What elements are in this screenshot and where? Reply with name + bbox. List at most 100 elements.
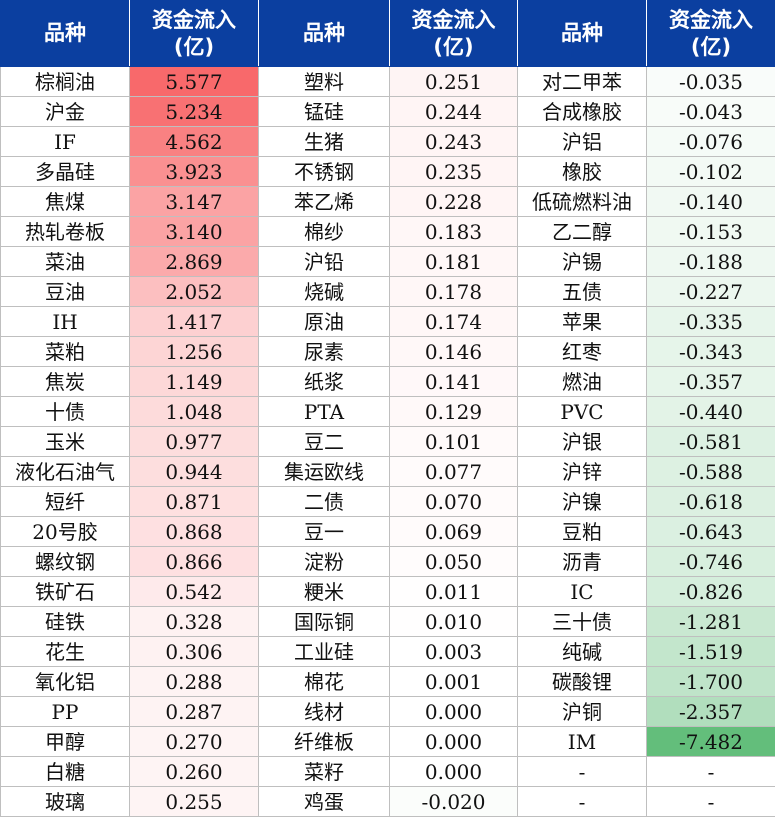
table-row: 沪金 5.234 锰硅 0.244 合成橡胶 -0.043 <box>0 96 775 127</box>
variety-cell: PTA <box>258 396 390 427</box>
fund-flow-value-cell: 0.251 <box>389 66 518 97</box>
variety-cell: 焦炭 <box>0 366 130 397</box>
variety-cell: 碳酸锂 <box>517 666 647 697</box>
variety-cell: 低硫燃料油 <box>517 186 647 217</box>
fund-flow-value-cell: 0.235 <box>389 156 518 187</box>
fund-flow-value-cell: 0.228 <box>389 186 518 217</box>
table-row: 铁矿石 0.542 粳米 0.011 IC -0.826 <box>0 576 775 607</box>
variety-cell: 白糖 <box>0 756 130 787</box>
fund-flow-value-cell: -2.357 <box>646 696 775 727</box>
variety-cell: 苹果 <box>517 306 647 337</box>
variety-cell: 锰硅 <box>258 96 390 127</box>
fund-flow-value-cell: 0.306 <box>129 636 259 667</box>
fund-flow-value-cell: 0.260 <box>129 756 259 787</box>
fund-flow-value-cell: 0.328 <box>129 606 259 637</box>
table-row: 菜粕 1.256 尿素 0.146 红枣 -0.343 <box>0 336 775 367</box>
fund-flow-value-cell: 0.287 <box>129 696 259 727</box>
fund-flow-value-cell: -7.482 <box>646 726 775 757</box>
variety-cell: 沪银 <box>517 426 647 457</box>
variety-cell: 玻璃 <box>0 786 130 817</box>
fund-flow-value-cell: -0.102 <box>646 156 775 187</box>
variety-cell: IF <box>0 126 130 157</box>
fund-flow-value-cell: -0.188 <box>646 246 775 277</box>
fund-flow-value-cell: 3.147 <box>129 186 259 217</box>
variety-cell: 花生 <box>0 636 130 667</box>
fund-flow-value-cell: -0.140 <box>646 186 775 217</box>
variety-cell: 淀粉 <box>258 546 390 577</box>
fund-flow-value-cell: 0.001 <box>389 666 518 697</box>
variety-cell: 五债 <box>517 276 647 307</box>
fund-flow-value-cell: 0.050 <box>389 546 518 577</box>
fund-flow-value-cell: 0.003 <box>389 636 518 667</box>
header-variety-3: 品种 <box>517 0 647 67</box>
variety-cell: 氧化铝 <box>0 666 130 697</box>
variety-cell: 棉花 <box>258 666 390 697</box>
table-row: 玻璃 0.255 鸡蛋 -0.020- - <box>0 786 775 817</box>
fund-flow-value-cell: 1.048 <box>129 396 259 427</box>
variety-cell: 菜油 <box>0 246 130 277</box>
variety-cell: PP <box>0 696 130 727</box>
variety-cell: 20号胶 <box>0 516 130 547</box>
variety-cell: 菜粕 <box>0 336 130 367</box>
fund-flow-value-cell: -0.618 <box>646 486 775 517</box>
fund-flow-value-cell: 0.255 <box>129 786 259 817</box>
header-variety-2: 品种 <box>258 0 390 67</box>
table-row: PP 0.287 线材 0.000 沪铜 -2.357 <box>0 696 775 727</box>
fund-flow-value-cell: 0.868 <box>129 516 259 547</box>
variety-cell: - <box>517 756 647 787</box>
variety-cell: 二债 <box>258 486 390 517</box>
table-row: 硅铁 0.328 国际铜 0.010 三十债 -1.281 <box>0 606 775 637</box>
variety-cell: 塑料 <box>258 66 390 97</box>
fund-flow-value-cell: 5.234 <box>129 96 259 127</box>
fund-flow-value-cell: 2.869 <box>129 246 259 277</box>
variety-cell: 不锈钢 <box>258 156 390 187</box>
variety-cell: 豆一 <box>258 516 390 547</box>
fund-flow-value-cell: 0.077 <box>389 456 518 487</box>
variety-cell: 橡胶 <box>517 156 647 187</box>
table-header: 品种 资金流入 (亿) 品种 资金流入 (亿) 品种 资金流入 (亿) <box>0 0 775 67</box>
fund-flow-value-cell: -1.519 <box>646 636 775 667</box>
header-fund-flow-1: 资金流入 (亿) <box>129 0 259 67</box>
fund-flow-value-cell: 0.010 <box>389 606 518 637</box>
variety-cell: IM <box>517 726 647 757</box>
fund-flow-value-cell: 0.871 <box>129 486 259 517</box>
variety-cell: 十债 <box>0 396 130 427</box>
table-row: 焦煤 3.147 苯乙烯 0.228 低硫燃料油 -0.140 <box>0 186 775 217</box>
variety-cell: IH <box>0 306 130 337</box>
table-row: 多晶硅 3.923 不锈钢 0.235 橡胶 -0.102 <box>0 156 775 187</box>
variety-cell: 鸡蛋 <box>258 786 390 817</box>
variety-cell: IC <box>517 576 647 607</box>
fund-flow-value-cell: -0.043 <box>646 96 775 127</box>
variety-cell: 多晶硅 <box>0 156 130 187</box>
fund-flow-value-cell: 0.244 <box>389 96 518 127</box>
fund-flow-value-cell: -0.227 <box>646 276 775 307</box>
variety-cell: 豆粕 <box>517 516 647 547</box>
fund-flow-value-cell: -0.035 <box>646 66 775 97</box>
fund-flow-value-cell: -0.020 <box>389 786 518 817</box>
variety-cell: 玉米 <box>0 426 130 457</box>
fund-flow-value-cell: 0.944 <box>129 456 259 487</box>
fund-flow-value-cell: -1.700 <box>646 666 775 697</box>
variety-cell: 液化石油气 <box>0 456 130 487</box>
fund-flow-value-cell: 0.000 <box>389 726 518 757</box>
fund-flow-value-cell: -0.335 <box>646 306 775 337</box>
fund-flow-value-cell: -0.343 <box>646 336 775 367</box>
table-row: 豆油 2.052 烧碱 0.178 五债 -0.227 <box>0 276 775 307</box>
variety-cell: 焦煤 <box>0 186 130 217</box>
variety-cell: 纤维板 <box>258 726 390 757</box>
fund-flow-value-cell: -0.076 <box>646 126 775 157</box>
variety-cell: 国际铜 <box>258 606 390 637</box>
variety-cell: 生猪 <box>258 126 390 157</box>
variety-cell: 原油 <box>258 306 390 337</box>
fund-flow-value-cell: 0.011 <box>389 576 518 607</box>
variety-cell: - <box>517 786 647 817</box>
variety-cell: PVC <box>517 396 647 427</box>
variety-cell: 三十债 <box>517 606 647 637</box>
variety-cell: 沥青 <box>517 546 647 577</box>
variety-cell: 棉纱 <box>258 216 390 247</box>
variety-cell: 工业硅 <box>258 636 390 667</box>
fund-flow-value-cell: 5.577 <box>129 66 259 97</box>
fund-flow-value-cell: 0.000 <box>389 756 518 787</box>
fund-flow-value-cell: 0.288 <box>129 666 259 697</box>
